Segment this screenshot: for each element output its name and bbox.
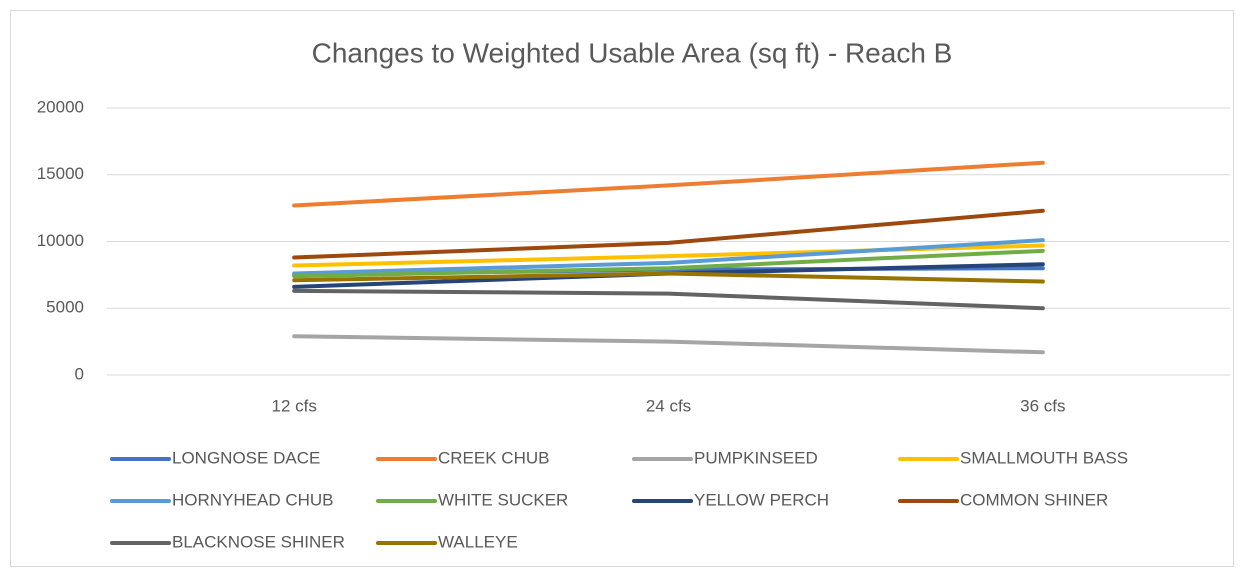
chart-title: Changes to Weighted Usable Area (sq ft) … [312,37,953,68]
y-tick-label: 0 [75,364,84,383]
series-line [292,208,1045,260]
series-line [292,334,1045,355]
y-tick-label: 5000 [46,298,84,317]
y-tick-label: 10000 [37,231,84,250]
legend-label: LONGNOSE DACE [172,448,320,467]
x-tick-label: 12 cfs [271,396,316,415]
y-tick-label: 15000 [37,164,84,183]
series-line [292,248,1045,279]
legend-label: CREEK CHUB [438,448,549,467]
series-line [292,160,1045,208]
legend-label: YELLOW PERCH [694,490,829,509]
legend-label: COMMON SHINER [960,490,1108,509]
legend-label: PUMPKINSEED [694,448,818,467]
x-tick-label: 36 cfs [1020,396,1065,415]
series-line [292,238,1045,276]
legend-label: HORNYHEAD CHUB [172,490,334,509]
legend-label: WHITE SUCKER [438,490,568,509]
legend-label: WALLEYE [438,532,518,551]
series-line [292,271,1045,284]
legend-label: SMALLMOUTH BASS [960,448,1128,467]
x-tick-label: 24 cfs [646,396,691,415]
series-line [292,288,1045,311]
y-tick-label: 20000 [37,97,84,116]
chart-border [10,10,1234,567]
legend-label: BLACKNOSE SHINER [172,532,345,551]
